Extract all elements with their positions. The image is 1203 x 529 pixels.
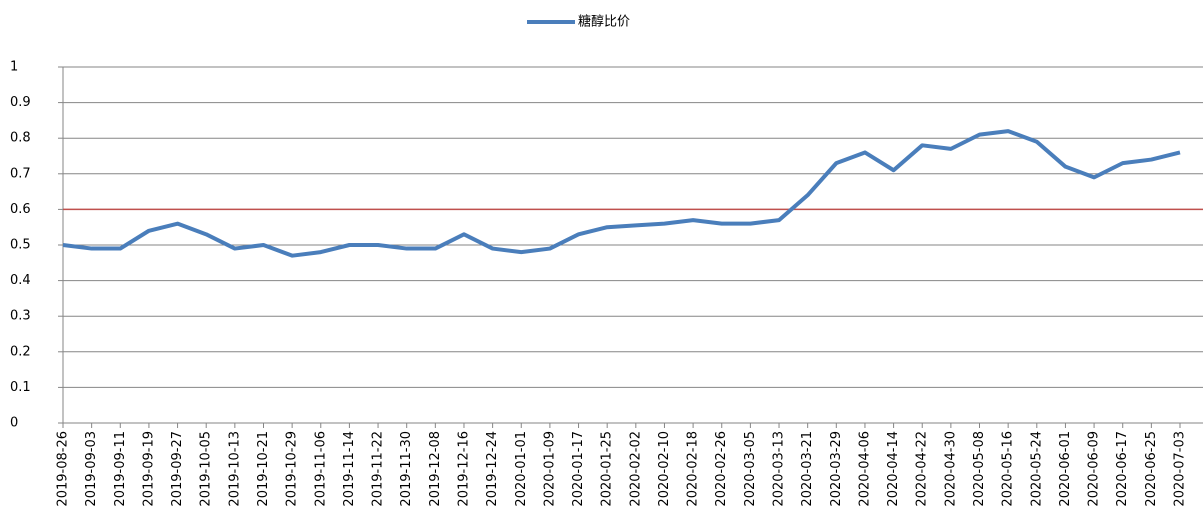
x-tick-label: 2019-09-27 xyxy=(170,431,185,507)
x-tick-label: 2019-10-13 xyxy=(227,431,242,507)
x-tick-label: 2020-03-29 xyxy=(829,431,844,507)
x-tick-label: 2020-01-09 xyxy=(542,431,557,507)
x-tick-label: 2020-03-13 xyxy=(772,431,787,507)
x-tick-label: 2020-04-30 xyxy=(943,431,958,507)
x-tick-label: 2020-06-09 xyxy=(1087,431,1102,507)
x-tick-label: 2020-05-08 xyxy=(972,431,987,507)
y-tick-label: 0.1 xyxy=(10,380,31,395)
x-tick-label: 2020-05-16 xyxy=(1001,431,1016,507)
x-tick-label: 2019-10-05 xyxy=(199,431,214,507)
x-tick-label: 2020-03-21 xyxy=(800,431,815,507)
x-tick-label: 2019-09-03 xyxy=(84,431,99,507)
y-tick-label: 0.2 xyxy=(10,344,31,359)
x-tick-label: 2019-11-06 xyxy=(313,431,328,507)
x-tick-label: 2020-01-25 xyxy=(600,431,615,507)
y-tick-label: 0.9 xyxy=(10,95,31,110)
legend-label: 糖醇比价 xyxy=(578,14,630,30)
x-tick-label: 2019-11-30 xyxy=(399,431,414,507)
x-tick-label: 2019-11-22 xyxy=(371,431,386,507)
x-tick-label: 2020-07-03 xyxy=(1173,431,1188,507)
x-tick-label: 2019-08-26 xyxy=(56,431,71,507)
y-tick-label: 0.4 xyxy=(10,273,31,288)
y-tick-label: 0.3 xyxy=(10,309,31,324)
x-tick-label: 2019-12-16 xyxy=(456,431,471,507)
x-tick-label: 2020-02-02 xyxy=(628,431,643,507)
x-tick-label: 2020-06-01 xyxy=(1058,431,1073,507)
x-tick-label: 2020-05-24 xyxy=(1029,431,1044,507)
y-tick-label: 0 xyxy=(10,416,18,431)
y-tick-label: 0.8 xyxy=(10,131,31,146)
x-tick-label: 2020-02-10 xyxy=(657,431,672,507)
y-tick-label: 1 xyxy=(10,60,18,75)
x-tick-label: 2019-10-21 xyxy=(256,431,271,507)
y-tick-label: 0.5 xyxy=(10,238,31,253)
x-tick-label: 2020-06-17 xyxy=(1115,431,1130,507)
x-tick-label: 2020-04-14 xyxy=(886,431,901,507)
x-tick-label: 2020-03-05 xyxy=(743,431,758,507)
x-tick-label: 2020-02-18 xyxy=(686,431,701,507)
x-tick-label: 2019-11-14 xyxy=(342,431,357,507)
x-tick-label: 2019-12-24 xyxy=(485,431,500,507)
x-tick-label: 2019-09-11 xyxy=(113,431,128,507)
x-tick-label: 2020-06-25 xyxy=(1144,431,1159,507)
x-tick-label: 2020-01-01 xyxy=(514,431,529,507)
y-tick-label: 0.6 xyxy=(10,202,31,217)
y-tick-label: 0.7 xyxy=(10,166,31,181)
data-line xyxy=(62,129,1181,258)
x-tick-label: 2019-10-29 xyxy=(285,431,300,507)
x-tick-label: 2019-09-19 xyxy=(141,431,156,507)
x-tick-label: 2020-04-06 xyxy=(857,431,872,507)
x-tick-label: 2020-01-17 xyxy=(571,431,586,507)
x-tick-label: 2020-04-22 xyxy=(915,431,930,507)
x-tick-label: 2019-12-08 xyxy=(428,431,443,507)
x-tick-label: 2020-02-26 xyxy=(714,431,729,507)
